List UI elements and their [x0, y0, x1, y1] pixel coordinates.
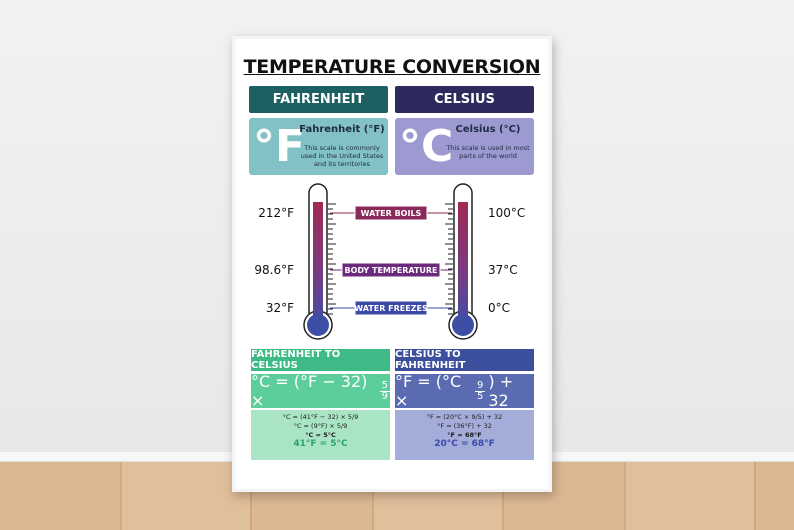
thermometer-fluid [313, 202, 323, 327]
marker-box [354, 300, 428, 316]
f-to-c-example: °C = (41°F − 32) × 5/9 °C = (9°F) × 5/9 … [251, 410, 390, 460]
scale-name: Fahrenheit (°F) [299, 124, 385, 135]
thermometer-group: 212°F 100°C WATER BOILS 98.6°F 37°C BODY TEMP… [254, 183, 525, 340]
marker-label: WATER BOILS [361, 209, 422, 218]
celsius-card: °C Celsius (°C) This scale is used in mo… [395, 118, 534, 175]
numerator: 9 [475, 379, 486, 392]
scale-description: This scale is commonly used in the Unite… [300, 144, 384, 168]
thermometers: 212°F 100°C WATER BOILS 98.6°F 37°C BODY TEMP… [254, 183, 525, 340]
formula: °F = (°C × [395, 372, 462, 410]
f-to-c-header: FAHRENHEIT TO CELSIUS [251, 349, 390, 371]
marker-label: BODY TEMPERATURE [344, 266, 437, 275]
marker-box [354, 205, 428, 221]
step: °F = 68°F [447, 431, 482, 439]
fahrenheit-label: 212°F [258, 206, 294, 220]
fahrenheit-card: °F Fahrenheit (°F) This scale is commonl… [249, 118, 388, 175]
poster-title: TEMPERATURE CONVERSION [243, 56, 541, 78]
c-to-f-header: CELSIUS TO FAHRENHEIT [395, 349, 534, 371]
formula-end: ) + 32 [488, 372, 514, 410]
step: °C = (41°F − 32) × 5/9 [282, 413, 359, 421]
result: 20°C = 68°F [434, 439, 495, 449]
result: 41°F = 5°C [293, 439, 348, 449]
marker-label: WATER FREEZES [354, 304, 428, 313]
denominator: 9 [381, 390, 388, 402]
celsius-label: 0°C [488, 301, 510, 315]
scale-description: This scale is used in most parts of the … [446, 144, 530, 160]
symbol: °C [399, 121, 454, 172]
c-to-f-example: °F = (20°C × 9/5) + 32 °F = (36°F) + 32 … [395, 410, 534, 460]
step: °C = 5°C [305, 431, 336, 439]
thermometer-fluid [458, 202, 468, 327]
fahrenheit-label: 98.6°F [254, 263, 294, 277]
scale-name: Celsius (°C) [455, 124, 521, 135]
fahrenheit-header: FAHRENHEIT [249, 86, 388, 113]
formula: °C = (°F − 32) × [251, 372, 368, 410]
symbol: °F [253, 121, 306, 172]
numerator: 5 [379, 379, 390, 392]
fahrenheit-label: 32°F [266, 301, 294, 315]
denominator: 5 [477, 390, 484, 402]
celsius-label: 100°C [488, 206, 525, 220]
step: °C = (9°F) × 5/9 [293, 422, 348, 430]
step: °F = (20°C × 9/5) + 32 [426, 413, 503, 421]
celsius-label: 37°C [488, 263, 518, 277]
marker-box [341, 262, 441, 278]
celsius-header: CELSIUS [395, 86, 534, 113]
thermometer-bulb [452, 314, 474, 336]
step: °F = (36°F) + 32 [437, 422, 492, 430]
thermometer-bulb [307, 314, 329, 336]
